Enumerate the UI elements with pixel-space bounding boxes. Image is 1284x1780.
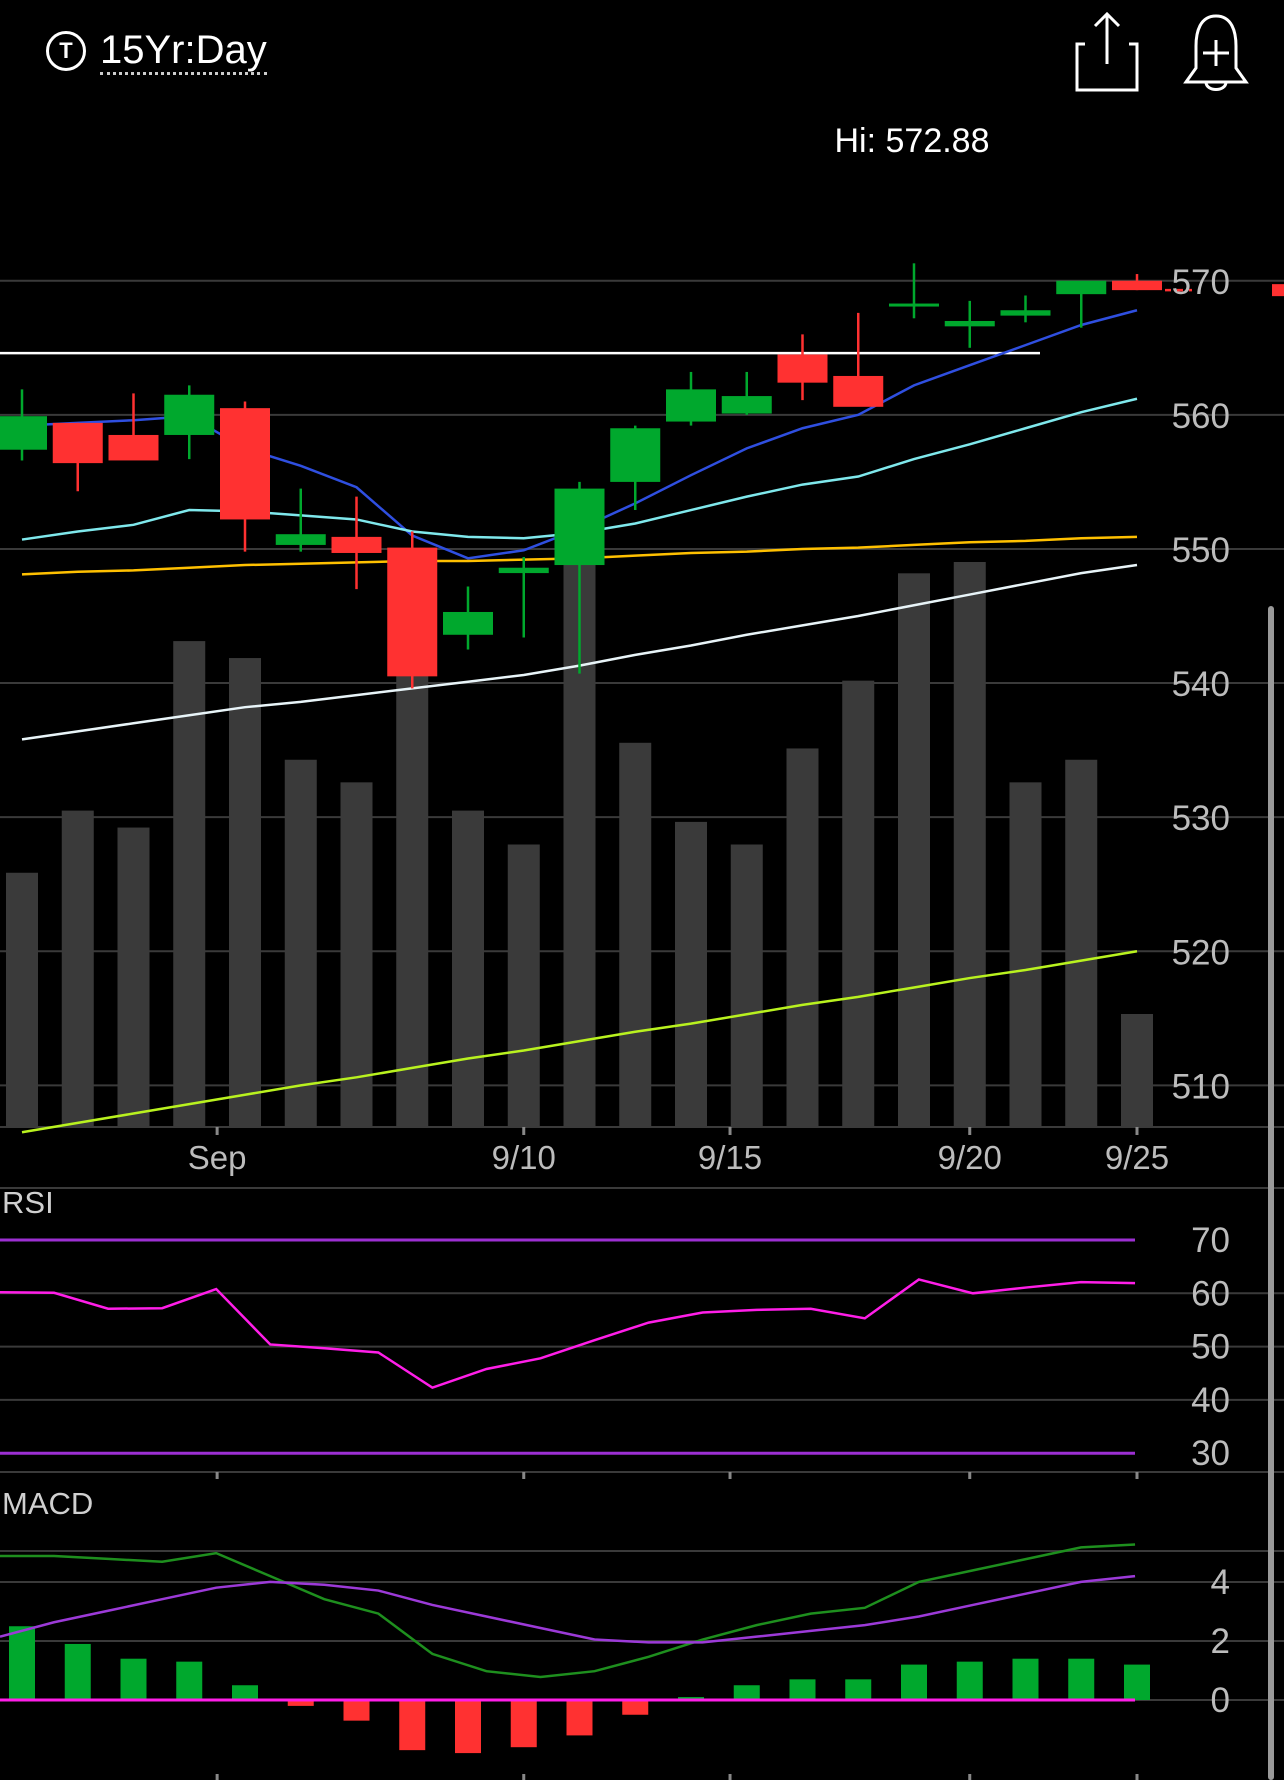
volume-bar [842,680,875,1127]
price-tick-label: 520 [1172,933,1230,972]
candle-down [108,434,159,461]
x-axis-tick-label: Sep [188,1139,247,1176]
moving-average-line-ma5 [21,950,1138,1134]
hi-label: Hi: 572.88 [835,122,990,160]
rsi-tick-label: 60 [1191,1274,1230,1313]
candle-up [889,303,939,307]
macd-histogram-bar-negative [510,1700,537,1748]
price-tick-label: 550 [1172,531,1230,570]
candle-down [833,375,884,407]
macd-histogram-bar-positive [232,1685,258,1700]
candle-up [554,488,605,566]
volume-bar [173,641,206,1127]
rsi-tick-label: 30 [1191,1434,1230,1473]
candle-down [777,354,828,383]
macd-histogram-bar-positive [120,1658,147,1700]
candle-up [944,320,995,327]
macd-tick-label: 2 [1211,1622,1230,1661]
candle-down [220,408,270,520]
x-axis-tick-label: 9/10 [492,1139,556,1176]
price-tick-label: 530 [1172,799,1230,838]
last-price-marker [1272,284,1284,297]
macd-histogram-bar-positive [733,1685,760,1700]
volume-bar [675,821,707,1127]
bell-plus-icon[interactable] [1180,10,1252,94]
macd-histogram-bar-positive [9,1626,35,1700]
volume-bar [6,872,38,1127]
candle-down [331,536,382,553]
volume-bar [452,810,484,1127]
timeframe-label[interactable]: 15Yr:Day [100,28,267,75]
timeframe-selector[interactable]: T 15Yr:Day [46,26,267,76]
macd-histogram-bar-positive [1012,1658,1039,1700]
volume-bar [730,844,763,1127]
macd-histogram-bar-positive [901,1664,927,1700]
candle-up [666,389,716,422]
candle-up [0,416,47,450]
volume-bar [340,782,373,1127]
rsi-tick-label: 40 [1191,1381,1230,1420]
macd-signal-line [0,1574,1136,1644]
macd-histogram-bar-positive [64,1643,91,1700]
candle-up [498,567,549,574]
price-tick-label: 540 [1172,665,1230,704]
candle-up [1056,280,1107,295]
price-tick-label: 510 [1172,1067,1230,1106]
macd-histogram-bar-positive [789,1679,816,1700]
candle-up [164,394,215,435]
rsi-title: RSI [2,1185,54,1220]
macd-tick-label: 4 [1211,1563,1230,1602]
vertical-scrollbar[interactable] [1268,606,1274,1780]
macd-histogram-bar-positive [176,1661,203,1700]
rsi-line [0,1278,1136,1390]
candle-down [387,547,438,677]
x-axis-tick-label: 9/25 [1105,1139,1169,1176]
macd-histogram-bar-positive [845,1679,872,1700]
macd-histogram-bar-positive [1124,1664,1150,1700]
rsi-tick-label: 70 [1191,1221,1230,1260]
macd-histogram-bar-negative [343,1700,370,1721]
candle-up [443,611,493,635]
volume-bar [229,658,261,1127]
macd-line [0,1543,1136,1679]
volume-bar [61,810,94,1127]
symbol-badge-icon: T [46,31,86,71]
volume-bar [117,827,150,1127]
candle-up [610,428,661,482]
volume-bar [953,562,986,1127]
volume-bar [786,748,819,1127]
volume-bar [284,759,317,1127]
volume-bar [507,844,540,1127]
macd-histogram-bar-negative [287,1700,314,1706]
top-bar: T 15Yr:Day [0,0,1284,110]
x-axis-tick-label: 9/15 [698,1139,762,1176]
share-icon[interactable] [1075,10,1139,94]
macd-histogram-bar-positive [956,1661,983,1700]
price-tick-label: 560 [1172,397,1230,436]
rsi-tick-label: 50 [1191,1328,1230,1367]
volume-bar [619,742,652,1127]
macd-histogram-bar-negative [566,1700,593,1736]
x-axis-tick-label: 9/20 [938,1139,1002,1176]
macd-tick-label: 0 [1211,1681,1230,1720]
macd-histogram-bar-positive [1068,1658,1095,1700]
macd-histogram-bar-negative [399,1700,426,1751]
volume-bar [1121,1014,1153,1127]
volume-bar [1009,782,1042,1127]
macd-title: MACD [2,1486,93,1521]
volume-bar [1065,759,1098,1127]
candle-down [1112,280,1162,291]
candle-up [275,534,326,545]
price-tick-label: 570 [1172,263,1230,302]
candle-up [1000,310,1051,316]
volume-bar [898,573,930,1127]
candle-up [721,396,772,414]
candle-down [52,422,103,464]
macd-histogram-bar-negative [455,1700,481,1754]
macd-histogram-bar-negative [622,1700,649,1715]
